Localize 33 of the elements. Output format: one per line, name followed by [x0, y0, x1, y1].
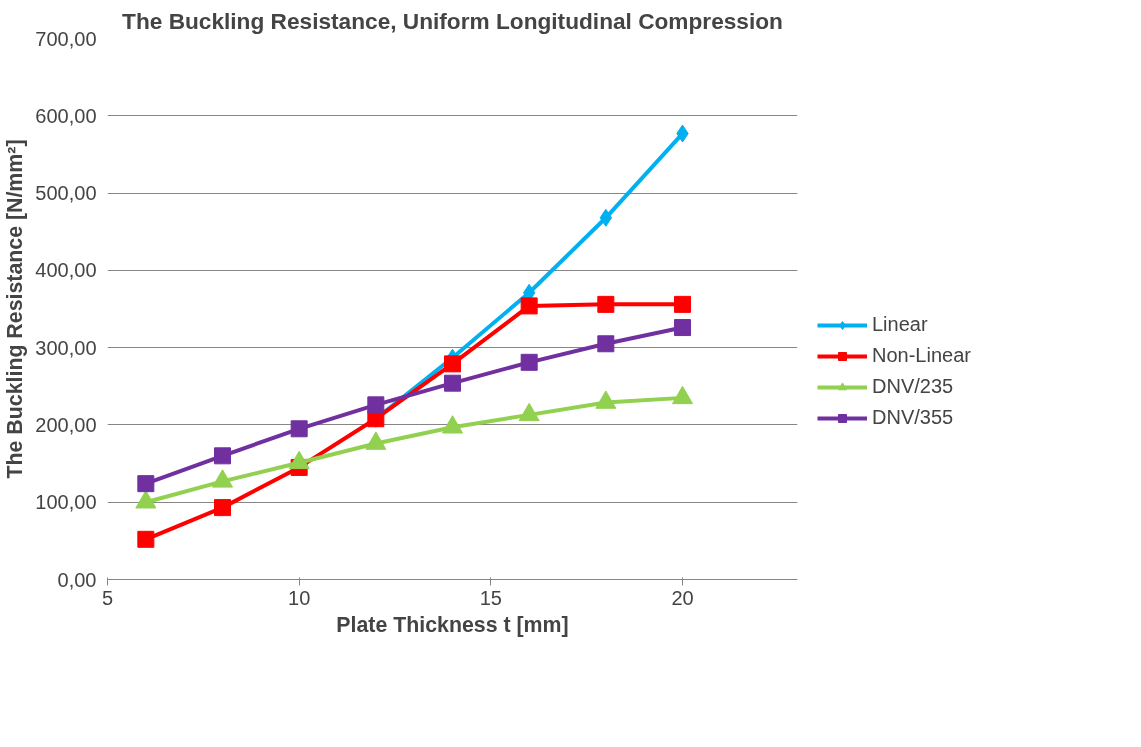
y-tick-label: 0,00 — [57, 568, 97, 591]
legend-label: Non-Linear — [872, 344, 971, 367]
legend-label: DNV/355 — [872, 406, 954, 429]
legend-label: DNV/235 — [872, 375, 954, 398]
point — [520, 353, 538, 371]
point — [597, 295, 615, 313]
y-tick-label: 300,00 — [35, 336, 97, 359]
y-tick-label: 100,00 — [35, 491, 97, 514]
point — [597, 335, 615, 353]
x-axis-title: Plate Thickness t [mm] — [336, 612, 569, 637]
legend-label: Linear — [872, 313, 928, 336]
x-tick-label: 10 — [288, 586, 311, 609]
point — [290, 420, 308, 438]
y-tick-label: 200,00 — [35, 413, 97, 436]
point — [444, 355, 461, 373]
y-tick-label: 500,00 — [35, 182, 97, 205]
point — [674, 295, 691, 313]
point — [214, 447, 231, 465]
point — [674, 319, 691, 337]
y-tick-label: 400,00 — [35, 259, 97, 282]
y-tick-label: 700,00 — [35, 27, 97, 50]
point — [137, 530, 155, 548]
point — [367, 396, 385, 414]
point — [520, 297, 538, 315]
point — [214, 499, 231, 517]
x-tick-label: 20 — [671, 586, 694, 609]
point — [444, 374, 461, 392]
y-tick-label: 600,00 — [35, 104, 97, 127]
x-tick-label: 5 — [101, 586, 114, 609]
point — [137, 475, 155, 493]
chart-title: The Buckling Resistance, Uniform Longitudinal Compression — [122, 7, 783, 34]
y-axis-title: The Buckling Resistance [N/mm²] — [3, 139, 28, 479]
x-tick-label: 15 — [479, 586, 502, 609]
